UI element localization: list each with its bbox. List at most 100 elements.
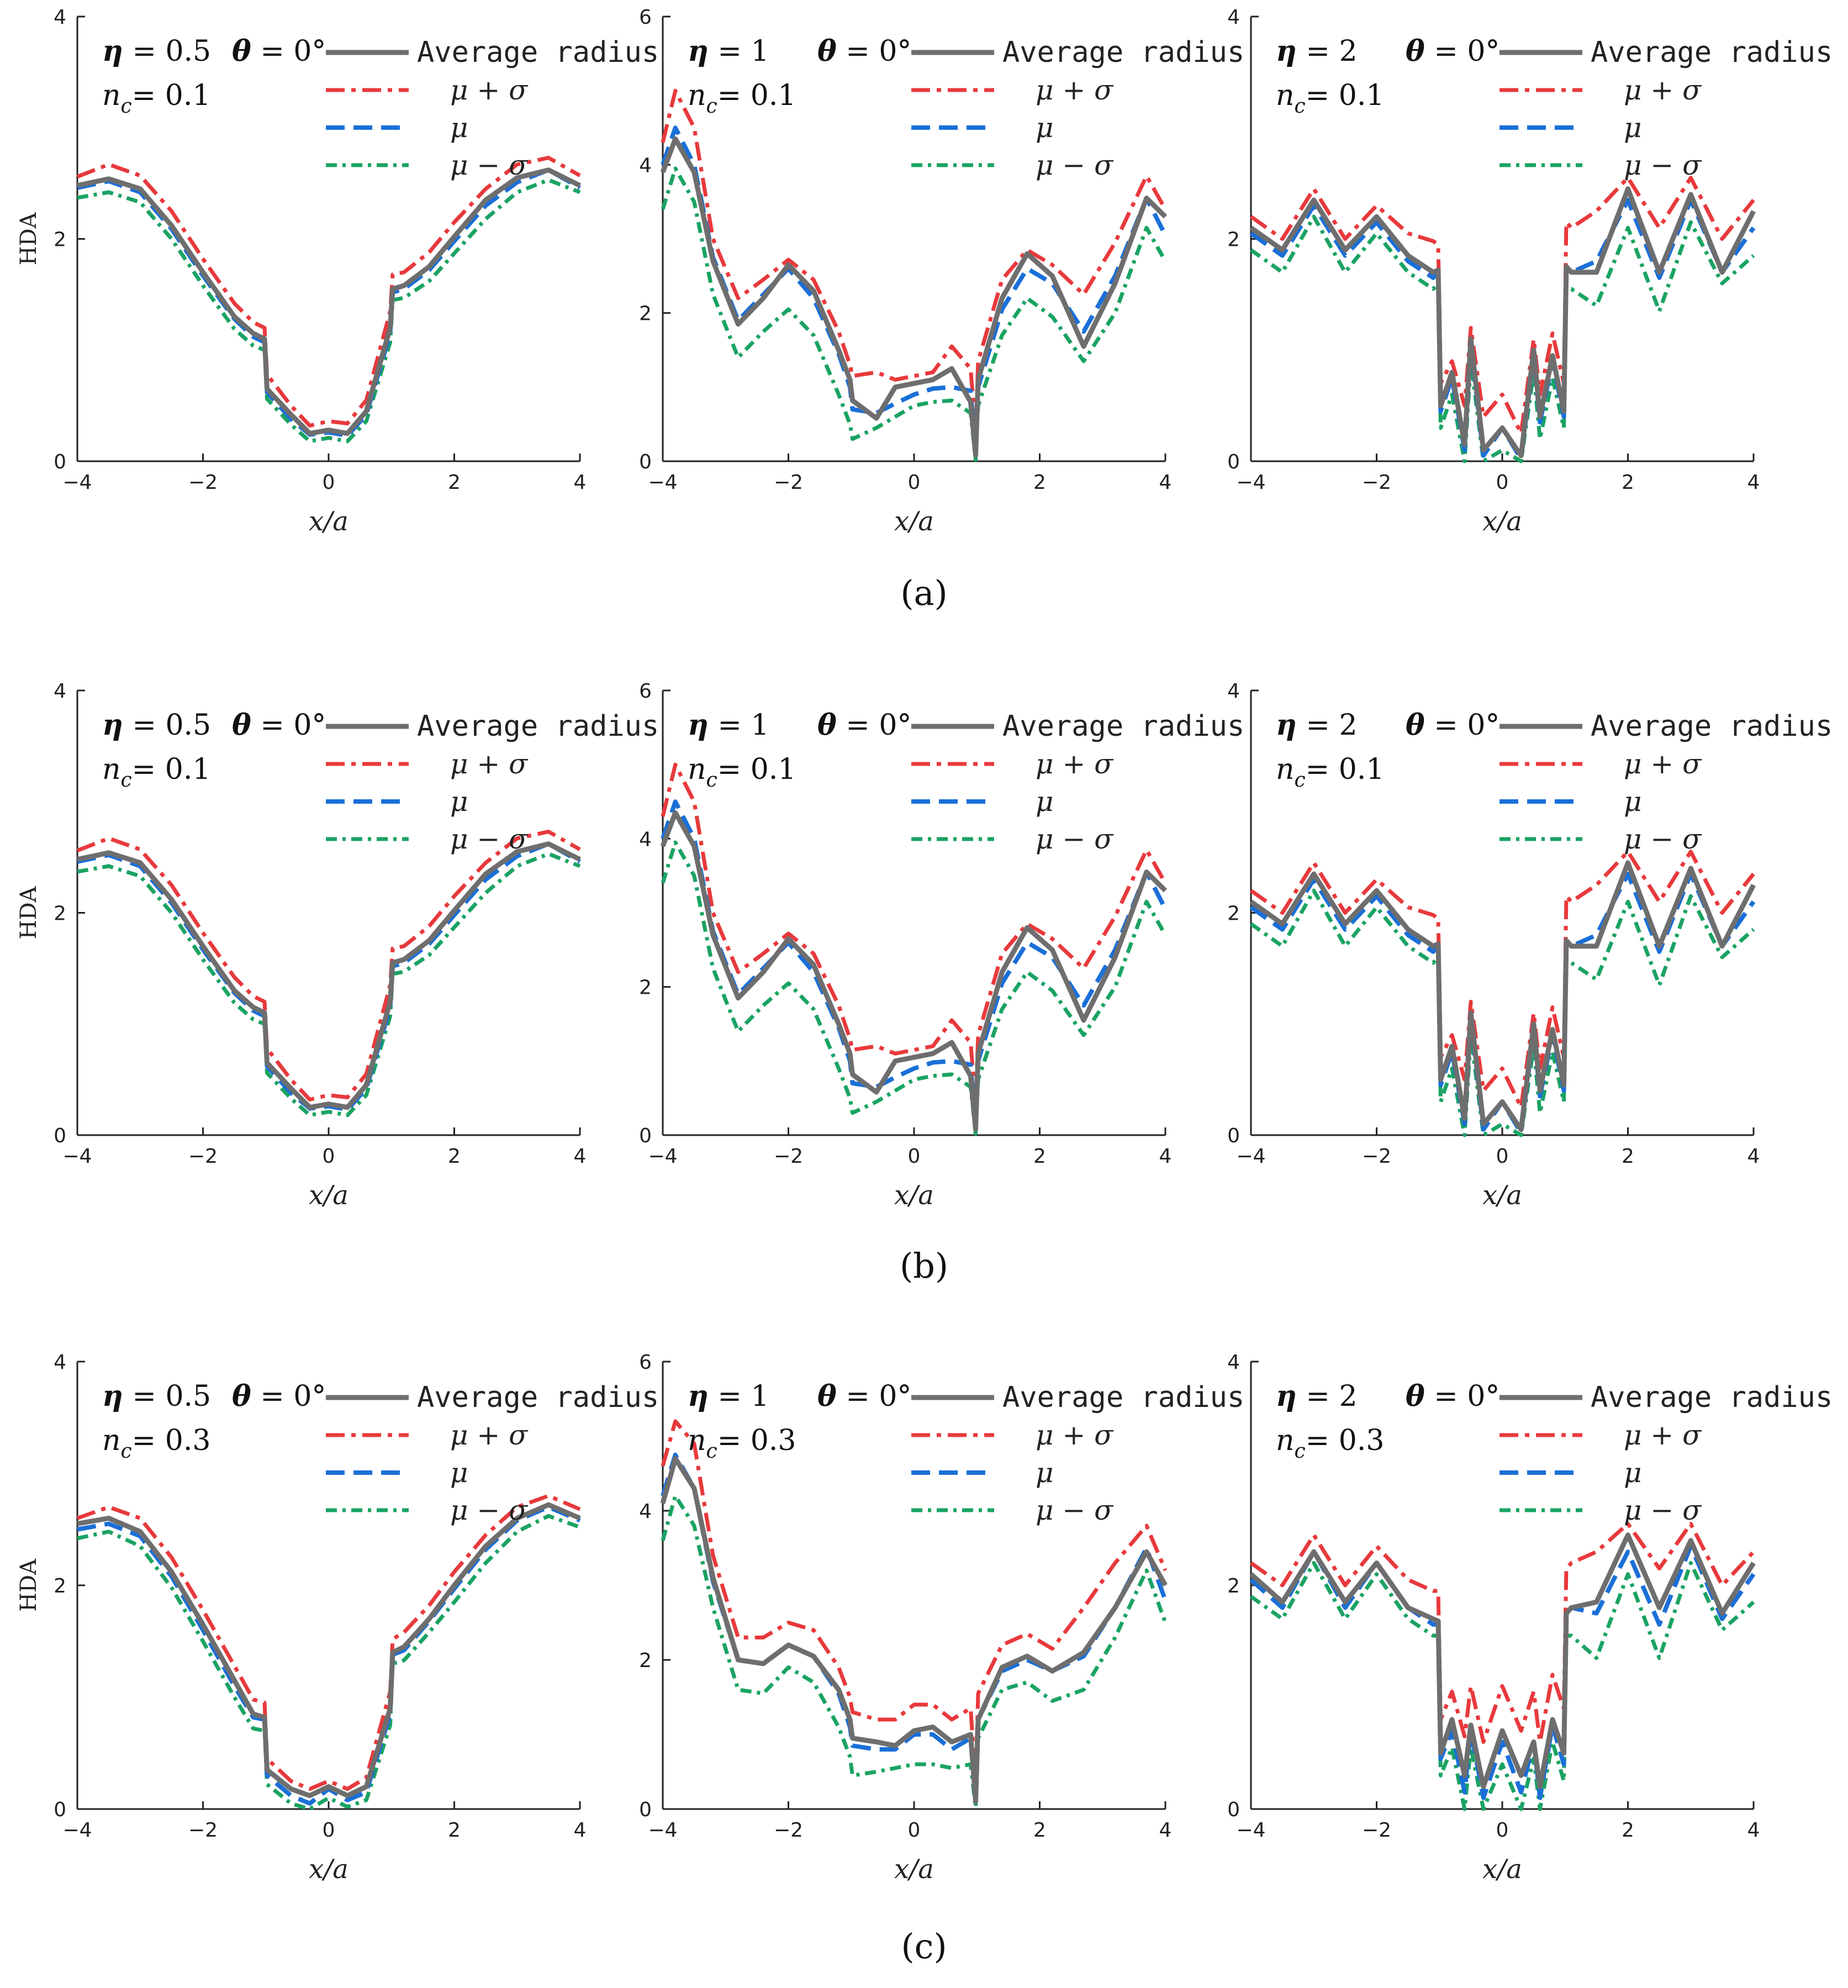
legend-label-minus: μ − σ (450, 1494, 529, 1526)
eta-annotation: η = 2 (1276, 34, 1358, 68)
x-tick-label: 4 (574, 1819, 587, 1842)
y-tick-label: 0 (639, 1799, 652, 1821)
legend-label-average: Average radius (1591, 710, 1833, 743)
y-tick-label: 0 (54, 451, 66, 473)
series-line-mu (1249, 1544, 1756, 1800)
x-tick-label: 4 (1159, 471, 1172, 494)
y-tick-label: 2 (639, 1649, 652, 1672)
series-line-minus (661, 1494, 1168, 1810)
y-tick-label: 4 (1227, 6, 1240, 29)
panel-label-b: (b) (900, 1246, 948, 1286)
nc-annotation: nc= 0.3 (688, 1424, 796, 1463)
legend-label-minus: μ − σ (1036, 149, 1114, 181)
x-axis-title: x/a (1482, 1180, 1522, 1211)
y-tick-label: 4 (639, 1500, 652, 1523)
y-tick-label: 4 (54, 6, 66, 29)
series-line-plus (76, 830, 581, 1102)
series-line-minus (77, 1514, 581, 1811)
legend-label-mu: μ (1624, 1457, 1642, 1489)
legend-label-average: Average radius (1002, 1381, 1244, 1414)
y-tick-label: 2 (639, 303, 652, 325)
series-line-plus (661, 1419, 1168, 1785)
x-tick-label: 2 (1622, 1819, 1634, 1842)
x-tick-label: −4 (1236, 1145, 1265, 1168)
y-tick-label: 2 (54, 229, 66, 251)
theta-annotation: θ = 0° (1406, 708, 1499, 742)
y-tick-label: 6 (639, 680, 652, 703)
series-line-average (660, 1456, 1168, 1804)
series-line-average (1249, 186, 1756, 458)
legend-label-minus: μ − σ (1624, 823, 1702, 855)
series-line-plus (1249, 850, 1755, 1110)
series-line-minus (661, 166, 1168, 462)
series-line-plus (1249, 176, 1755, 436)
legend-label-mu: μ (450, 785, 468, 818)
y-tick-label: 4 (639, 828, 652, 851)
y-tick-label: 4 (54, 1351, 66, 1374)
legend-label-minus: μ − σ (450, 823, 529, 855)
x-axis-title: x/a (894, 1854, 934, 1885)
x-tick-label: −4 (648, 1145, 677, 1168)
legend-label-plus: μ + σ (450, 748, 529, 780)
legend-label-average: Average radius (1591, 36, 1833, 69)
series-line-minus (1249, 888, 1755, 1137)
x-tick-label: 4 (1747, 1145, 1760, 1168)
series-line-plus (661, 762, 1168, 1108)
eta-annotation: η = 2 (1276, 1379, 1358, 1413)
nc-annotation: nc= 0.1 (688, 753, 796, 792)
legend-label-minus: μ − σ (1036, 1494, 1114, 1526)
legend-label-plus: μ + σ (1624, 74, 1702, 106)
x-tick-label: −4 (1236, 471, 1265, 494)
theta-annotation: θ = 0° (817, 708, 911, 742)
y-tick-label: 0 (1227, 1125, 1240, 1147)
x-tick-label: 4 (1747, 1819, 1760, 1842)
legend-label-average: Average radius (1002, 710, 1244, 743)
eta-annotation: η = 1 (688, 708, 769, 742)
nc-annotation: nc= 0.1 (1276, 753, 1384, 792)
legend-label-mu: μ (450, 112, 468, 144)
y-tick-label: 2 (1227, 229, 1240, 251)
y-tick-label: 2 (54, 1575, 66, 1597)
series-line-average (77, 1502, 581, 1799)
legend-label-mu: μ (1036, 1457, 1054, 1489)
y-tick-label: 0 (639, 451, 652, 473)
chart-panel-a-2: −4 −2 0 2 4 0 2 4 6 x/a η = 1 nc= 0.1 θ = 0° Average … (639, 6, 1244, 537)
x-tick-label: −2 (188, 1145, 218, 1168)
x-axis-title: x/a (309, 506, 349, 537)
chart-panel-b-1: −4 −2 0 2 4 0 2 4 x/a HDA η = 0.5 nc= 0.1 θ = 0° Aver… (16, 680, 659, 1211)
series-line-minus (1249, 1561, 1755, 1811)
legend-label-plus: μ + σ (450, 1419, 529, 1451)
series-line-average (77, 167, 581, 436)
x-axis-title: x/a (1482, 1854, 1522, 1885)
series-line-plus (76, 156, 581, 428)
x-tick-label: 0 (323, 471, 335, 494)
x-tick-label: 0 (323, 1819, 335, 1842)
theta-annotation: θ = 0° (817, 34, 911, 68)
theta-annotation: θ = 0° (232, 34, 326, 68)
x-tick-label: −2 (188, 471, 218, 494)
y-axis-title: HDA (16, 885, 41, 939)
series-line-average (77, 841, 581, 1110)
x-tick-label: 0 (908, 1145, 921, 1168)
x-axis-title: x/a (1482, 506, 1522, 537)
legend-label-plus: μ + σ (1036, 1419, 1114, 1451)
chart-panel-c-2: −4 −2 0 2 4 0 2 4 6 x/a η = 1 nc= 0.3 θ = 0° Average … (639, 1351, 1244, 1885)
legend-label-minus: μ − σ (1624, 149, 1702, 181)
chart-panel-b-3: −4 −2 0 2 4 0 2 4 x/a η = 2 nc= 0.1 θ = 0° Average r… (1227, 680, 1833, 1211)
legend-label-plus: μ + σ (1624, 748, 1702, 780)
x-tick-label: 2 (1033, 1145, 1046, 1168)
legend-label-average: Average radius (417, 1381, 659, 1414)
eta-annotation: η = 0.5 (102, 34, 211, 68)
x-tick-label: 4 (1159, 1819, 1172, 1842)
theta-annotation: θ = 0° (232, 1379, 326, 1413)
x-tick-label: −2 (1362, 1819, 1391, 1842)
x-tick-label: 0 (1496, 1819, 1509, 1842)
x-tick-label: 4 (1747, 471, 1760, 494)
x-tick-label: −2 (1362, 1145, 1391, 1168)
legend-label-mu: μ (1624, 112, 1642, 144)
legend-label-mu: μ (1036, 112, 1054, 144)
y-axis-title: HDA (16, 212, 41, 265)
legend-label-minus: μ − σ (1624, 1494, 1702, 1526)
y-tick-label: 4 (1227, 680, 1240, 703)
